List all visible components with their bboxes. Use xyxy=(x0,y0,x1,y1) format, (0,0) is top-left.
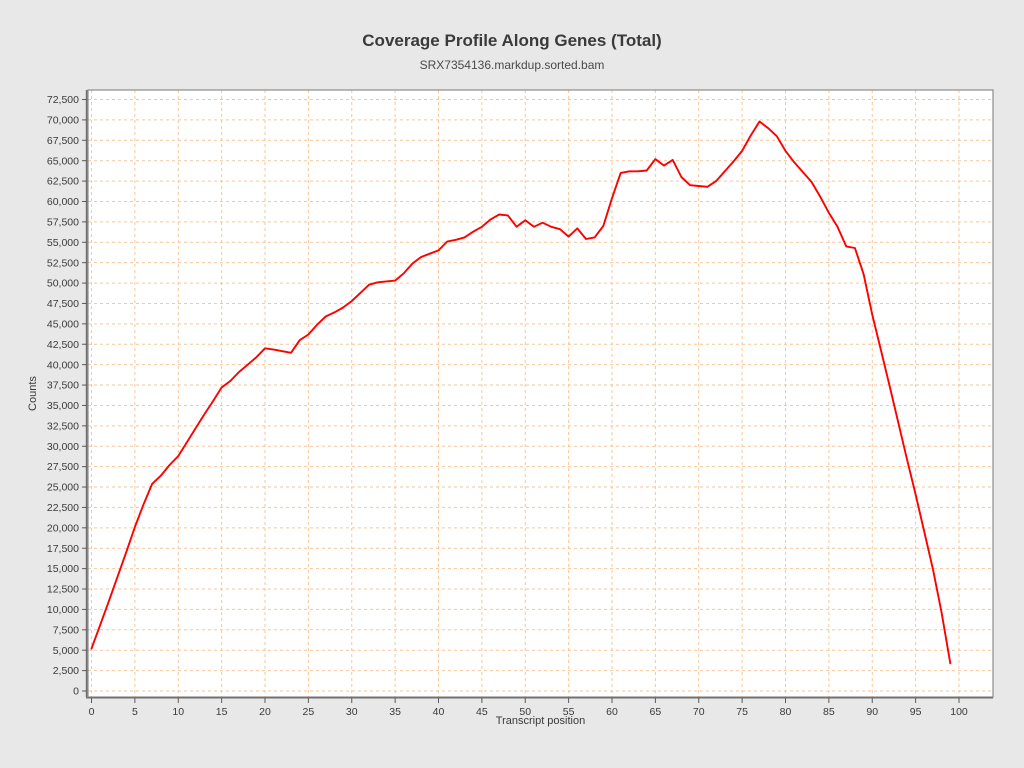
plot-border xyxy=(87,89,994,698)
plot-area xyxy=(88,90,993,697)
x-tick-label: 20 xyxy=(259,706,271,718)
y-tick-label: 17,500 xyxy=(47,543,79,555)
y-tick-label: 15,000 xyxy=(47,563,79,575)
axis-tick-labels: 0 2,500 5,000 7,500 10,000 12,500 15,000 17,500… xyxy=(47,94,968,718)
x-tick-label: 15 xyxy=(216,706,228,718)
y-tick-label: 70,000 xyxy=(47,114,79,126)
y-tick-label: 27,500 xyxy=(47,461,79,473)
y-tick-label: 65,000 xyxy=(47,155,79,167)
x-tick-label: 55 xyxy=(563,706,575,718)
y-tick-label: 40,000 xyxy=(47,359,79,371)
x-tick-label: 50 xyxy=(519,706,531,718)
x-tick-label: 95 xyxy=(910,706,922,718)
x-tick-label: 0 xyxy=(89,706,95,718)
y-tick-label: 32,500 xyxy=(47,420,79,432)
y-tick-label: 55,000 xyxy=(47,237,79,249)
x-tick-label: 40 xyxy=(433,706,445,718)
coverage-series-line xyxy=(90,120,952,665)
y-tick-label: 0 xyxy=(73,686,79,698)
x-tick-label: 85 xyxy=(823,706,835,718)
y-tick-label: 42,500 xyxy=(47,339,79,351)
x-tick-label: 10 xyxy=(172,706,184,718)
y-tick-label: 2,500 xyxy=(53,665,79,677)
y-tick-label: 60,000 xyxy=(47,196,79,208)
x-tick-label: 75 xyxy=(736,706,748,718)
y-tick-label: 45,000 xyxy=(47,318,79,330)
y-tick-label: 72,500 xyxy=(47,94,79,106)
y-tick-label: 7,500 xyxy=(53,624,79,636)
y-tick-label: 50,000 xyxy=(47,278,79,290)
y-tick-label: 35,000 xyxy=(47,400,79,412)
y-axis-label: Counts xyxy=(27,376,39,411)
y-tick-label: 52,500 xyxy=(47,257,79,269)
y-tick-label: 67,500 xyxy=(47,135,79,147)
y-tick-label: 47,500 xyxy=(47,298,79,310)
x-tick-label: 60 xyxy=(606,706,618,718)
x-tick-label: 70 xyxy=(693,706,705,718)
y-tick-label: 25,000 xyxy=(47,482,79,494)
x-tick-label: 45 xyxy=(476,706,488,718)
y-tick-label: 10,000 xyxy=(47,604,79,616)
y-tick-label: 20,000 xyxy=(47,522,79,534)
grid-lines xyxy=(88,90,993,697)
x-tick-label: 65 xyxy=(650,706,662,718)
x-tick-label: 30 xyxy=(346,706,358,718)
chart-subtitle: SRX7354136.markdup.sorted.bam xyxy=(419,58,605,72)
x-tick-label: 100 xyxy=(950,706,968,718)
y-tick-label: 5,000 xyxy=(53,645,79,657)
y-tick-label: 12,500 xyxy=(47,584,79,596)
y-tick-label: 62,500 xyxy=(47,176,79,188)
y-tick-label: 57,500 xyxy=(47,216,79,228)
y-tick-label: 22,500 xyxy=(47,502,79,514)
x-tick-label: 90 xyxy=(866,706,878,718)
x-axis-label: Transcript position xyxy=(496,715,585,727)
y-tick-label: 37,500 xyxy=(47,380,79,392)
y-tick-label: 30,000 xyxy=(47,441,79,453)
x-tick-label: 35 xyxy=(389,706,401,718)
x-tick-label: 5 xyxy=(132,706,138,718)
chart-title: Coverage Profile Along Genes (Total) xyxy=(362,31,662,50)
axis-ticks xyxy=(82,99,960,703)
x-tick-label: 25 xyxy=(303,706,315,718)
x-tick-label: 80 xyxy=(780,706,792,718)
